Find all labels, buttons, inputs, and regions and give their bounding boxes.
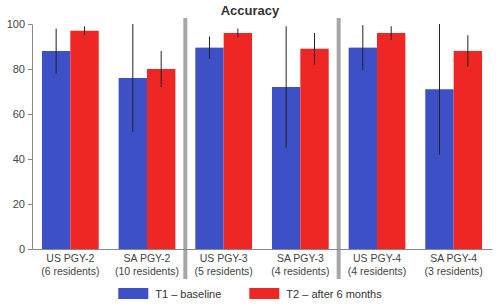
title: Accuracy [221, 3, 280, 18]
bar [70, 31, 98, 249]
error-bar [362, 25, 363, 70]
tick: 0 [19, 243, 32, 255]
bar [300, 49, 328, 249]
legend-swatch [249, 288, 279, 299]
bar [224, 33, 252, 249]
error-bar [286, 26, 287, 148]
bar [377, 33, 405, 249]
tick-label: US PGY-3(5 residents) [194, 252, 252, 276]
series [42, 24, 454, 249]
error-bar [161, 51, 162, 87]
series [70, 26, 482, 249]
tick-mark [28, 249, 32, 250]
tick-label: US PGY-4(4 residents) [348, 252, 406, 276]
chart: Accuracy 0 20 40 60 80 100 US PGY-2(6 residents… [0, 0, 500, 305]
tick: 20 [13, 198, 32, 210]
bar [147, 69, 175, 249]
tick-label: 0 [19, 243, 25, 255]
tick-label: US PGY-2(6 residents) [41, 252, 99, 276]
error-bar [467, 35, 468, 67]
axis-line [32, 25, 33, 250]
marks [42, 24, 482, 249]
tick: US PGY-2(6 residents) [41, 249, 99, 277]
tick-mark [28, 24, 32, 25]
x-axis: US PGY-2(6 residents) SA PGY-2(10 residen… [33, 249, 493, 277]
tick-label: SA PGY-2(10 residents) [115, 252, 179, 276]
error-bar [391, 26, 392, 40]
error-bar [56, 29, 57, 74]
error-bar [209, 36, 210, 59]
legend-item: T1 – baseline [118, 288, 221, 300]
tick-label: 80 [13, 63, 25, 75]
tick-label: 100 [7, 18, 25, 30]
legend-label: T2 – after 6 months [286, 288, 382, 300]
plot: 0 20 40 60 80 100 US PGY-2(6 residents) SA PGY-… [7, 18, 493, 279]
error-bar [237, 29, 238, 38]
bar [349, 48, 377, 249]
legend-item: T2 – after 6 months [249, 288, 382, 300]
group-separator [337, 18, 341, 279]
tick-label: 60 [13, 108, 25, 120]
bar [454, 51, 482, 249]
tick-label: 40 [13, 153, 25, 165]
y-axis: 0 20 40 60 80 100 [7, 18, 33, 255]
tick: SA PGY-4(3 residents) [424, 249, 482, 277]
group-separator [183, 18, 187, 279]
tick-mark [28, 159, 32, 160]
bar [195, 48, 223, 249]
error-bar [132, 24, 133, 132]
tick-mark [28, 204, 32, 205]
legend-swatch [118, 288, 148, 299]
error-bar [314, 33, 315, 65]
error-bar [439, 24, 440, 155]
tick-label: 20 [13, 198, 25, 210]
tick: US PGY-3(5 residents) [194, 249, 252, 277]
tick-mark [28, 114, 32, 115]
tick: SA PGY-2(10 residents) [115, 249, 179, 277]
tick-mark [28, 69, 32, 70]
tick: 100 [7, 18, 32, 30]
tick: 40 [13, 153, 32, 165]
bar [42, 51, 70, 249]
tick: US PGY-4(4 residents) [348, 249, 406, 277]
axis-line [33, 249, 493, 250]
tick: SA PGY-3(4 residents) [271, 249, 329, 277]
tick: 80 [13, 63, 32, 75]
tick: 60 [13, 108, 32, 120]
tick-label: SA PGY-4(3 residents) [424, 252, 482, 276]
tick-label: SA PGY-3(4 residents) [271, 252, 329, 276]
legend: T1 – baseline T2 – after 6 months [118, 288, 382, 300]
error-bar [84, 26, 85, 35]
legend-label: T1 – baseline [155, 288, 221, 300]
